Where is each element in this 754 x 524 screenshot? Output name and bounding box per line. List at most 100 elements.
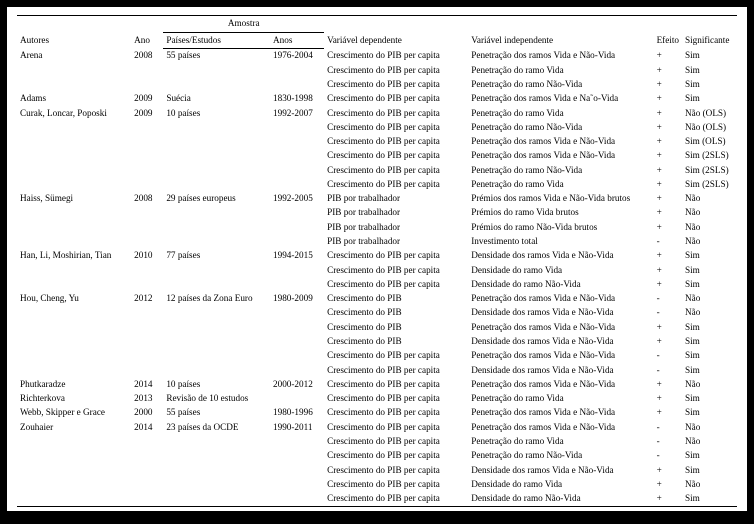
cell-ano: 2014 — [131, 420, 163, 434]
cell-autores — [17, 220, 131, 234]
col-dep: Variável dependente — [324, 16, 468, 49]
cell-anos — [270, 463, 324, 477]
cell-ano: 2012 — [131, 292, 163, 306]
cell-autores: Webb, Skipper e Grace — [17, 406, 131, 420]
cell-paises: 55 países — [163, 49, 270, 64]
cell-dep: Crescimento do PIB per capita — [324, 63, 468, 77]
cell-ano — [131, 63, 163, 77]
table-row: Crescimento do PIBPenetração dos ramos V… — [17, 320, 737, 334]
cell-efeito: - — [654, 449, 682, 463]
cell-sig: Sim — [682, 78, 737, 92]
cell-ind: Penetração dos ramos Vida e Não-Vida — [468, 49, 653, 64]
cell-efeito: + — [654, 220, 682, 234]
cell-paises — [163, 320, 270, 334]
col-autores: Autores — [17, 16, 131, 49]
cell-paises — [163, 178, 270, 192]
cell-ind: Penetração dos ramos Vida e Não-Vida — [468, 149, 653, 163]
table-row: Arena200855 países1976-2004Crescimento d… — [17, 49, 737, 64]
cell-ano — [131, 149, 163, 163]
cell-anos — [270, 435, 324, 449]
col-ind: Variável independente — [468, 16, 653, 49]
cell-paises — [163, 163, 270, 177]
cell-dep: Crescimento do PIB per capita — [324, 92, 468, 106]
table-row: Crescimento do PIB per capitaPenetração … — [17, 149, 737, 163]
cell-efeito: + — [654, 149, 682, 163]
cell-anos: 1994-2015 — [270, 249, 324, 263]
cell-ano: 2008 — [131, 192, 163, 206]
cell-paises: 77 países — [163, 249, 270, 263]
cell-paises: 12 países da Zona Euro — [163, 292, 270, 306]
cell-ano — [131, 363, 163, 377]
cell-ind: Penetração do ramo Vida — [468, 178, 653, 192]
cell-sig: Sim — [682, 263, 737, 277]
cell-autores — [17, 263, 131, 277]
cell-dep: Crescimento do PIB per capita — [324, 463, 468, 477]
cell-anos — [270, 320, 324, 334]
cell-paises — [163, 463, 270, 477]
table-row: Crescimento do PIB per capitaDensidade d… — [17, 278, 737, 292]
cell-efeito: + — [654, 335, 682, 349]
col-sig: Significante — [682, 16, 737, 49]
cell-ano — [131, 335, 163, 349]
cell-anos — [270, 349, 324, 363]
cell-ano — [131, 78, 163, 92]
table-row: Curak, Loncar, Poposki200910 países1992-… — [17, 106, 737, 120]
cell-sig: Não — [682, 220, 737, 234]
cell-autores — [17, 335, 131, 349]
cell-efeito: + — [654, 249, 682, 263]
table-row: Crescimento do PIB per capitaDensidade d… — [17, 263, 737, 277]
cell-paises — [163, 306, 270, 320]
cell-autores — [17, 149, 131, 163]
cell-paises — [163, 206, 270, 220]
col-amostra: Amostra — [163, 16, 324, 33]
table-row: PIB por trabalhadorPrémios do ramo Vida … — [17, 206, 737, 220]
cell-ano — [131, 235, 163, 249]
cell-autores — [17, 477, 131, 491]
cell-autores — [17, 306, 131, 320]
cell-paises — [163, 220, 270, 234]
cell-ano: 2014 — [131, 377, 163, 391]
cell-autores — [17, 435, 131, 449]
cell-efeito: + — [654, 135, 682, 149]
cell-autores: Zouhaier — [17, 420, 131, 434]
cell-anos — [270, 477, 324, 491]
cell-autores — [17, 278, 131, 292]
cell-dep: Crescimento do PIB per capita — [324, 249, 468, 263]
cell-sig: Não — [682, 306, 737, 320]
cell-ind: Penetração do ramo Vida — [468, 106, 653, 120]
table-row: Crescimento do PIBDensidade dos ramos Vi… — [17, 306, 737, 320]
cell-ano — [131, 120, 163, 134]
cell-efeito: + — [654, 206, 682, 220]
col-ano: Ano — [131, 16, 163, 49]
cell-paises — [163, 135, 270, 149]
cell-anos: 1980-2009 — [270, 292, 324, 306]
cell-ind: Penetração do ramo Não-Vida — [468, 78, 653, 92]
cell-dep: Crescimento do PIB per capita — [324, 163, 468, 177]
cell-efeito: + — [654, 320, 682, 334]
cell-autores — [17, 120, 131, 134]
cell-anos — [270, 278, 324, 292]
cell-autores — [17, 135, 131, 149]
cell-ano — [131, 220, 163, 234]
cell-dep: PIB por trabalhador — [324, 192, 468, 206]
cell-ind: Penetração do ramo Vida — [468, 63, 653, 77]
cell-autores: Curak, Loncar, Poposki — [17, 106, 131, 120]
cell-ind: Densidade dos ramos Vida e Não-Vida — [468, 335, 653, 349]
cell-efeito: - — [654, 349, 682, 363]
cell-efeito: + — [654, 463, 682, 477]
cell-sig: Sim — [682, 335, 737, 349]
cell-ano — [131, 435, 163, 449]
cell-paises — [163, 363, 270, 377]
cell-paises — [163, 263, 270, 277]
cell-ind: Prémios dos ramos Vida e Não-Vida brutos — [468, 192, 653, 206]
table-row: Hou, Cheng, Yu201212 países da Zona Euro… — [17, 292, 737, 306]
table-row: PIB por trabalhadorInvestimento total-Nã… — [17, 235, 737, 249]
cell-anos: 2000-2012 — [270, 377, 324, 391]
cell-dep: Crescimento do PIB per capita — [324, 349, 468, 363]
cell-anos — [270, 449, 324, 463]
cell-paises — [163, 78, 270, 92]
cell-ano — [131, 492, 163, 507]
cell-ano — [131, 163, 163, 177]
table-row: Crescimento do PIB per capitaPenetração … — [17, 449, 737, 463]
cell-efeito: + — [654, 63, 682, 77]
